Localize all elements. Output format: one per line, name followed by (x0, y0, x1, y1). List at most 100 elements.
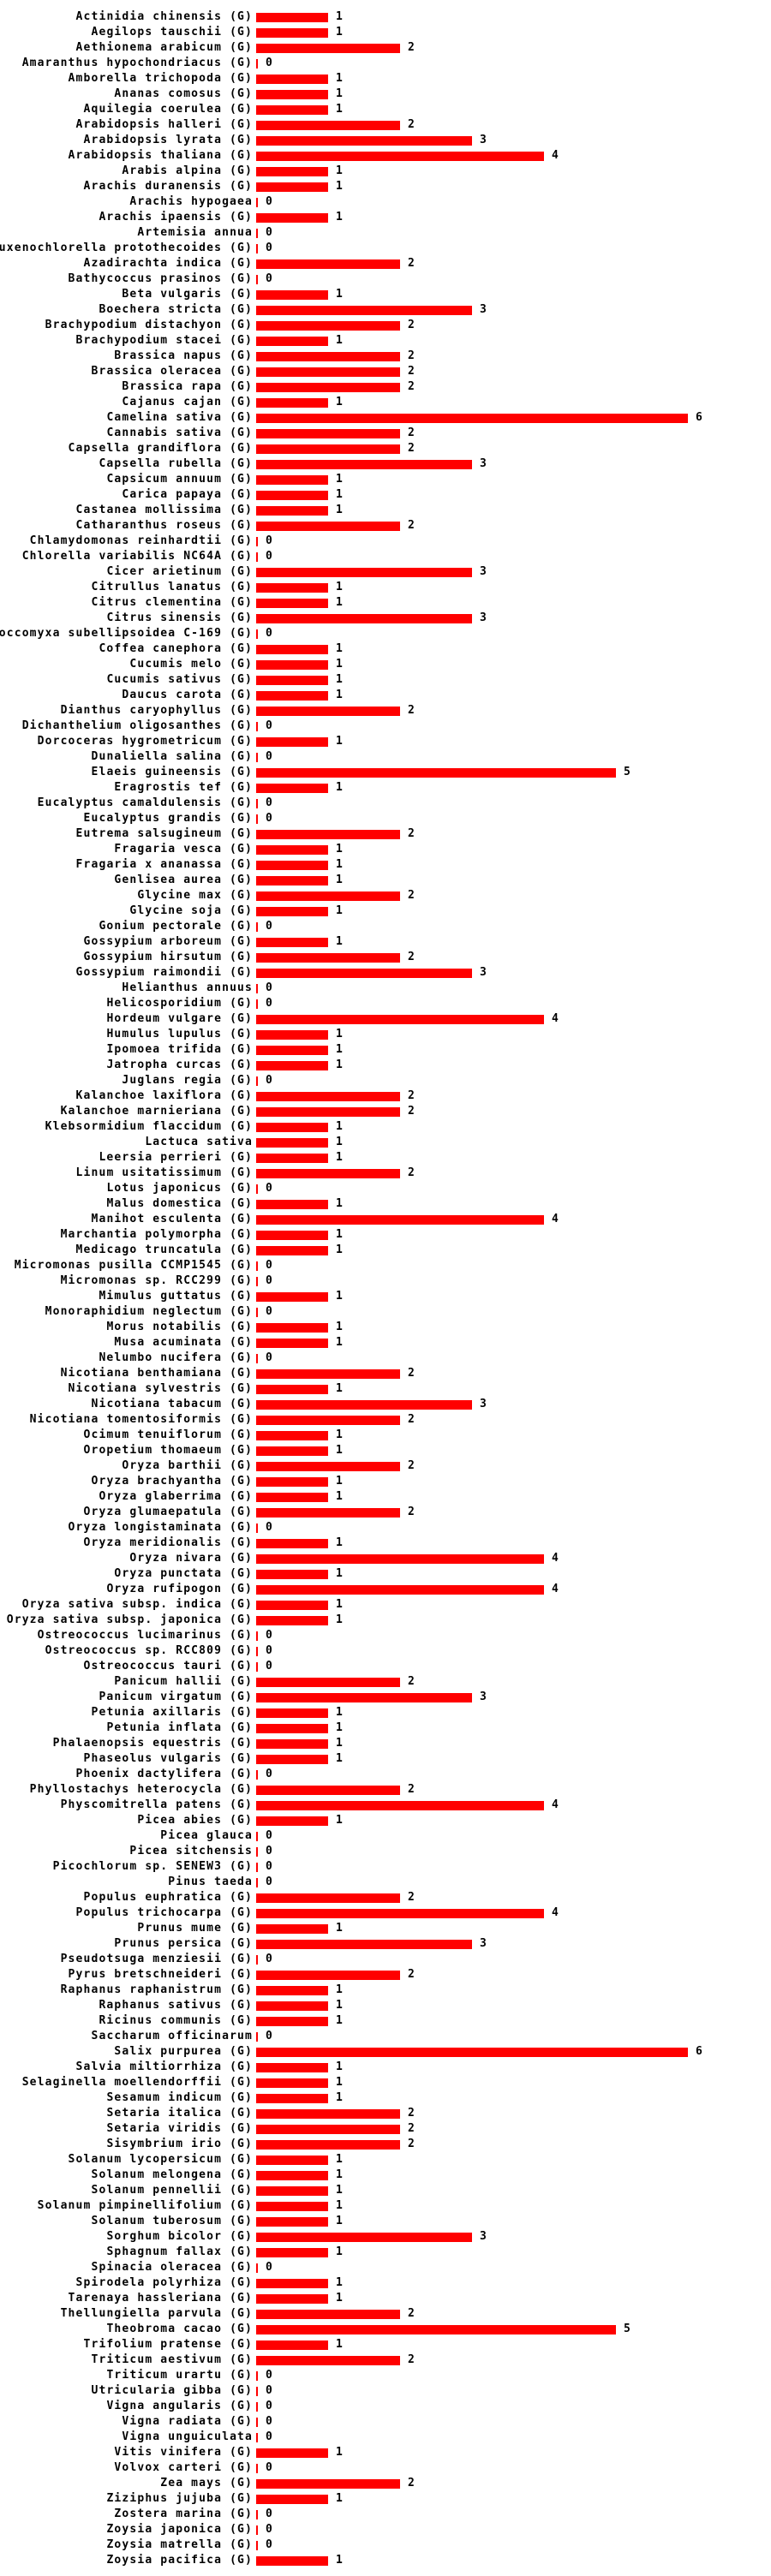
chart-row: Eucalyptus camaldulensis (G) 0 (0, 796, 771, 811)
count-bar (256, 690, 328, 701)
species-label: Chlorella variabilis NC64A (G) (0, 549, 253, 564)
chart-row: Nicotiana sylvestris (G) 1 (0, 1381, 771, 1397)
zero-tick (256, 999, 258, 1009)
chart-row: Solanum lycopersicum (G) 1 (0, 2152, 771, 2168)
species-label-text: Populus trichocarpa (G) (75, 1906, 253, 1919)
species-label: Zea mays (G) (0, 2476, 253, 2491)
species-label-text: Elaeis guineensis (G) (91, 766, 253, 778)
count-value: 1 (336, 781, 343, 794)
count-bar (256, 937, 328, 947)
species-label-text: Eragrostis tef (G) (114, 781, 253, 794)
count-bar (256, 783, 328, 793)
count-value: 1 (336, 1737, 343, 1750)
chart-row: Zostera marina (G) 0 (0, 2507, 771, 2522)
count-bar (256, 1153, 328, 1163)
species-label: Citrus clementina (G) (0, 595, 253, 611)
chart-row: Oryza brachyantha (G) 1 (0, 1474, 771, 1489)
chart-row: Arabidopsis thaliana (G) 4 (0, 148, 771, 164)
count-bar (256, 1569, 328, 1579)
species-label-text: Oropetium thomaeum (G) (83, 1444, 253, 1457)
chart-row: Oryza sativa subsp. indica (G) 1 (0, 1597, 771, 1613)
species-label: Spirodela polyrhiza (G) (0, 2275, 253, 2291)
species-label-text: Aethionema arabicum (G) (75, 41, 253, 54)
species-label-text: Humulus lupulus (G) (106, 1028, 253, 1041)
count-bar (256, 2124, 400, 2134)
species-label: Actinidia chinensis (G) (0, 9, 253, 25)
count-value: 1 (336, 26, 343, 39)
count-value: 2 (408, 118, 415, 131)
count-bar (256, 459, 472, 469)
species-label-text: Phoenix dactylifera (G) (75, 1768, 253, 1780)
chart-row: Selaginella moellendorffii (G) 1 (0, 2075, 771, 2090)
species-label-text: Raphanus raphanistrum (G) (60, 1983, 253, 1996)
species-label: Ananas comosus (G) (0, 86, 253, 102)
species-label: Brassica napus (G) (0, 349, 253, 364)
bar-area: 1 (256, 2491, 343, 2507)
chart-row: Malus domestica (G) 1 (0, 1196, 771, 1212)
species-label-text: Artemisia annua (137, 226, 253, 239)
bar-area: 0 (256, 1073, 272, 1088)
species-label: Solanum pimpinellifolium (G) (0, 2198, 253, 2214)
chart-row: Gonium pectorale (G) 0 (0, 919, 771, 934)
chart-row: Zoysia matrella (G) 0 (0, 2537, 771, 2553)
bar-area: 1 (256, 2291, 343, 2306)
zero-tick (256, 274, 258, 284)
count-value: 0 (266, 2400, 272, 2412)
species-label: Raphanus sativus (G) (0, 1998, 253, 2013)
chart-row: Arabis alpina (G) 1 (0, 164, 771, 179)
chart-row: Capsella grandiflora (G) 2 (0, 441, 771, 456)
bar-area: 5 (256, 765, 631, 780)
chart-row: Gossypium hirsutum (G) 2 (0, 950, 771, 965)
species-label-text: Panicum virgatum (G) (99, 1690, 253, 1703)
bar-area: 1 (256, 2275, 343, 2291)
species-label: Marchantia polymorpha (G) (0, 1227, 253, 1243)
count-value: 0 (266, 2030, 272, 2042)
species-label: Solanum tuberosum (G) (0, 2214, 253, 2229)
bar-area: 1 (256, 688, 343, 703)
species-label: Boechera stricta (G) (0, 302, 253, 318)
chart-row: Salvia miltiorrhiza (G) 1 (0, 2060, 771, 2075)
count-value: 1 (336, 504, 343, 516)
bar-area: 1 (256, 102, 343, 117)
bar-area: 0 (256, 1767, 272, 1782)
count-value: 2 (408, 889, 415, 902)
species-label: Juglans regia (G) (0, 1073, 253, 1088)
bar-area: 0 (256, 996, 272, 1011)
count-value: 5 (624, 2323, 631, 2335)
species-label: Ostreococcus sp. RCC809 (G) (0, 1643, 253, 1659)
count-value: 1 (336, 1536, 343, 1549)
count-value: 2 (408, 1459, 415, 1472)
count-value: 0 (266, 195, 272, 208)
species-label-text: Spirodela polyrhiza (G) (75, 2276, 253, 2289)
count-value: 1 (336, 1814, 343, 1827)
count-value: 2 (408, 365, 415, 378)
bar-area: 0 (256, 1844, 272, 1859)
species-label-text: Setaria italica (G) (106, 2107, 253, 2120)
bar-area: 2 (256, 426, 415, 441)
count-value: 0 (266, 1351, 272, 1364)
species-label-text: Phyllostachys heterocycla (G) (29, 1783, 253, 1796)
species-label-text: Genlisea aurea (G) (114, 874, 253, 886)
chart-row: Brassica napus (G) 2 (0, 349, 771, 364)
count-value: 1 (336, 596, 343, 609)
species-label-text: Fragaria x ananassa (G) (75, 858, 253, 871)
count-bar (256, 1214, 544, 1225)
species-label: Vigna radiata (G) (0, 2414, 253, 2430)
bar-area: 1 (256, 1489, 343, 1505)
count-value: 3 (480, 1690, 487, 1703)
count-value: 1 (336, 2014, 343, 2027)
bar-area: 0 (256, 2368, 272, 2383)
species-label-text: Solanum lycopersicum (G) (68, 2153, 253, 2166)
count-value: 3 (480, 303, 487, 316)
count-value: 3 (480, 966, 487, 979)
chart-row: Vigna radiata (G) 0 (0, 2414, 771, 2430)
species-label: Cucumis sativus (G) (0, 672, 253, 688)
chart-row: Citrullus lanatus (G) 1 (0, 580, 771, 595)
species-label-text: Saccharum officinarum (91, 2030, 253, 2042)
species-label-text: Oryza glaberrima (G) (99, 1490, 253, 1503)
chart-row: Gossypium arboreum (G) 1 (0, 934, 771, 950)
species-label: Picea sitchensis (0, 1844, 253, 1859)
species-label: Mimulus guttatus (G) (0, 1289, 253, 1304)
count-bar (256, 212, 328, 223)
species-label-text: Amaranthus hypochondriacus (G) (21, 57, 253, 69)
